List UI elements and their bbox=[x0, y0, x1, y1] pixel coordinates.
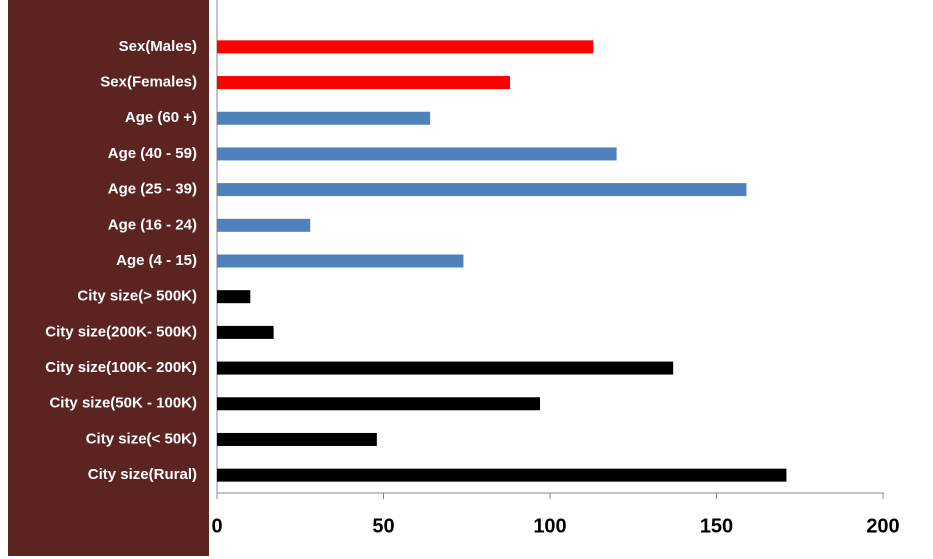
x-tick-label: 50 bbox=[372, 515, 394, 537]
category-label: Age (25 - 39) bbox=[108, 181, 197, 198]
category-label: Age (4 - 15) bbox=[116, 252, 197, 269]
x-tick-label: 100 bbox=[533, 515, 566, 537]
x-tick-label: 150 bbox=[700, 515, 733, 537]
bar bbox=[217, 432, 377, 446]
category-label: City size(< 50K) bbox=[86, 430, 197, 447]
bar bbox=[217, 254, 464, 268]
category-label: City size(50K - 100K) bbox=[49, 395, 197, 412]
x-tick-label: 200 bbox=[866, 515, 899, 537]
x-tick-label: 0 bbox=[211, 515, 222, 537]
bar bbox=[217, 183, 747, 197]
bar bbox=[217, 218, 311, 232]
bar bbox=[217, 361, 674, 375]
category-label: Age (60 +) bbox=[125, 109, 197, 126]
category-label: City size(Rural) bbox=[88, 466, 197, 483]
category-label: City size(> 500K) bbox=[77, 288, 197, 305]
category-label: City size(100K- 200K) bbox=[45, 359, 197, 376]
bar bbox=[217, 147, 617, 161]
bar bbox=[217, 325, 274, 339]
category-label: Sex(Females) bbox=[100, 74, 197, 91]
category-label: Age (40 - 59) bbox=[108, 145, 197, 162]
bar bbox=[217, 468, 787, 482]
bar bbox=[217, 76, 511, 90]
category-label: Age (16 - 24) bbox=[108, 216, 197, 233]
category-label: Sex(Males) bbox=[119, 38, 197, 55]
bar bbox=[217, 397, 541, 411]
label-panel bbox=[8, 0, 209, 556]
bar bbox=[217, 40, 594, 54]
category-label: City size(200K- 500K) bbox=[45, 323, 197, 340]
bar bbox=[217, 290, 251, 304]
bar bbox=[217, 111, 431, 125]
